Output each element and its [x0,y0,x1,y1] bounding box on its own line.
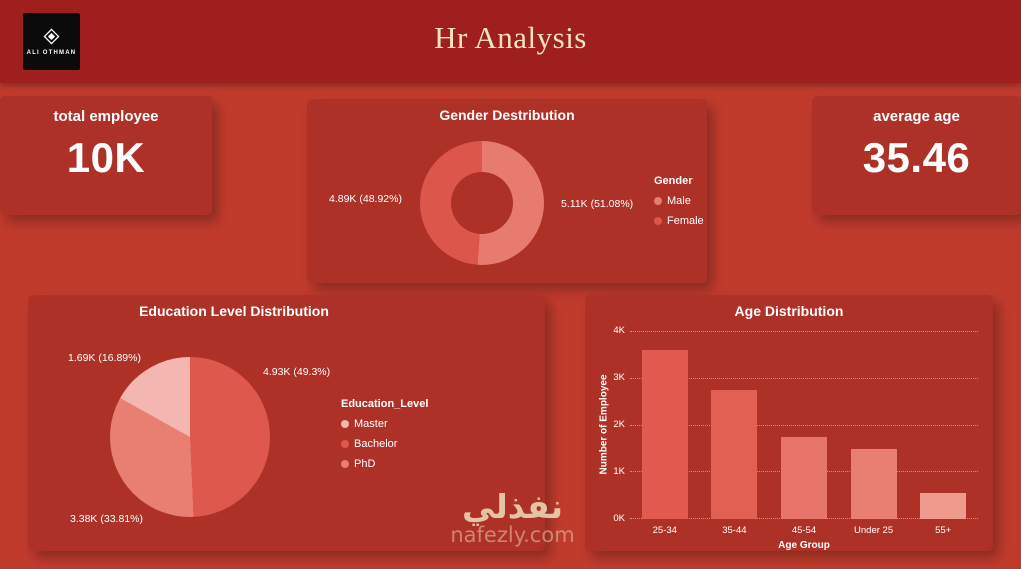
header-bar: ALI OTHMAN Hr Analysis [0,0,1021,83]
phd-color-dot [341,460,349,468]
logo-icon [43,28,60,44]
bar-slot [700,331,770,519]
x-tick-label: 45-54 [791,525,817,536]
logo-text: ALI OTHMAN [26,49,77,56]
kpi-total-employee-card[interactable]: total employee 10K [0,96,212,215]
bachelor-color-dot [341,440,349,448]
age-chart-title: Age Distribution [734,303,844,319]
legend-label-master: Master [354,418,388,430]
x-axis-ticks: 25-34 35-44 45-54 Under 25 55+ [630,525,978,536]
x-tick-label: Under 25 [854,525,894,536]
education-chart-title: Education Level Distribution [139,303,329,319]
age-distribution-card[interactable]: Age Distribution Number of Employee 4K 3K… [585,295,993,551]
y-axis-ticks: 4K 3K 2K 1K 0K [613,325,625,524]
bar-slot [630,331,700,519]
bar-slot [839,331,909,519]
education-distribution-card[interactable]: Education Level Distribution 1.69K (16.8… [28,295,545,551]
legend-item-male[interactable]: Male [654,195,704,207]
master-slice-label: 1.69K (16.89%) [68,352,141,364]
gender-distribution-card[interactable]: Gender Destribution 4.89K (48.92%) 5.11K… [307,99,707,283]
male-color-dot [654,197,662,205]
kpi-average-age-label: average age [873,108,960,125]
bars-container [630,331,978,519]
legend-item-master[interactable]: Master [341,418,428,430]
kpi-average-age-value: 35.46 [862,134,971,181]
bar-slot [908,331,978,519]
bachelor-slice-label: 4.93K (49.3%) [263,366,331,378]
bar-25-34[interactable] [641,349,688,519]
gridline [630,424,978,426]
gender-donut-chart[interactable] [420,141,544,265]
legend-label-male: Male [667,195,691,207]
gender-legend-title: Gender [654,175,693,187]
legend-item-female[interactable]: Female [654,215,704,227]
legend-label-female: Female [667,215,704,227]
x-tick-label: 55+ [935,525,952,536]
x-axis-title: Age Group [778,540,830,551]
donut-hole [451,172,513,234]
bar-55+[interactable] [920,493,967,519]
bar-Under 25[interactable] [850,448,897,519]
gender-chart-title: Gender Destribution [439,107,575,123]
kpi-average-age-card[interactable]: average age 35.46 [812,96,1021,215]
master-color-dot [341,420,349,428]
bar-35-44[interactable] [711,389,758,519]
kpi-total-employee-label: total employee [53,108,159,125]
bar-plot-area [630,331,978,519]
male-slice-label: 5.11K (51.08%) [561,198,634,210]
legend-label-bachelor: Bachelor [354,438,398,450]
legend-item-phd[interactable]: PhD [341,458,428,470]
page-title: Hr Analysis [434,20,587,55]
x-tick-label: 25-34 [652,525,677,536]
education-pie-chart[interactable] [110,357,270,517]
female-slice-label: 4.89K (48.92%) [329,193,402,205]
female-color-dot [654,217,662,225]
phd-slice-label: 3.38K (33.81%) [70,513,143,525]
company-logo: ALI OTHMAN [23,13,80,70]
education-legend-title: Education_Level [341,398,429,410]
gridline [630,377,978,379]
kpi-total-employee-value: 10K [66,134,146,181]
legend-item-bachelor[interactable]: Bachelor [341,438,428,450]
x-tick-label: 35-44 [722,525,747,536]
gender-legend: Gender Male Female [654,175,704,235]
bar-slot [769,331,839,519]
gridline [630,331,978,332]
education-legend: Education_Level Master Bachelor PhD [341,398,428,478]
legend-label-phd: PhD [354,458,376,470]
bar-45-54[interactable] [781,436,827,519]
